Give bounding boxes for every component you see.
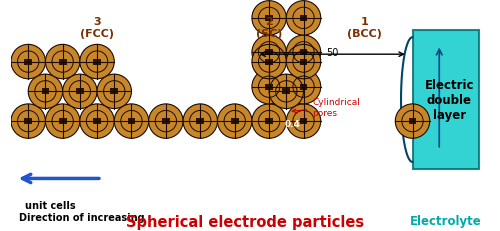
- Bar: [265, 59, 273, 65]
- Circle shape: [252, 45, 286, 79]
- Circle shape: [286, 70, 320, 104]
- Circle shape: [80, 45, 114, 79]
- Circle shape: [11, 45, 46, 79]
- Circle shape: [286, 36, 320, 70]
- Bar: [300, 50, 308, 56]
- Bar: [300, 59, 308, 65]
- Bar: [24, 119, 32, 125]
- Text: Direction of increasing: Direction of increasing: [18, 212, 144, 222]
- Bar: [59, 59, 66, 65]
- Bar: [59, 119, 66, 125]
- Bar: [265, 16, 273, 22]
- Circle shape: [218, 104, 252, 139]
- Circle shape: [97, 75, 132, 109]
- Bar: [300, 119, 308, 125]
- Circle shape: [396, 104, 430, 139]
- Circle shape: [269, 75, 304, 109]
- Bar: [162, 119, 170, 125]
- Circle shape: [46, 45, 80, 79]
- Circle shape: [286, 2, 320, 36]
- Bar: [231, 119, 238, 125]
- Text: 50: 50: [326, 47, 338, 57]
- Bar: [300, 16, 308, 22]
- Circle shape: [148, 104, 183, 139]
- Bar: [76, 89, 84, 95]
- Circle shape: [46, 104, 80, 139]
- Circle shape: [252, 2, 286, 36]
- Circle shape: [252, 36, 286, 70]
- Circle shape: [28, 75, 62, 109]
- Circle shape: [62, 75, 97, 109]
- Bar: [42, 89, 50, 95]
- Bar: [412, 31, 480, 169]
- Text: 3
(FCC): 3 (FCC): [80, 17, 114, 38]
- Bar: [93, 119, 101, 125]
- Bar: [93, 59, 101, 65]
- Bar: [265, 119, 273, 125]
- Bar: [282, 89, 290, 95]
- Text: 1
(BCC): 1 (BCC): [348, 17, 382, 38]
- Bar: [196, 119, 204, 125]
- Bar: [24, 59, 32, 65]
- Circle shape: [80, 104, 114, 139]
- Text: Cylindrical
pores: Cylindrical pores: [292, 98, 360, 117]
- Bar: [128, 119, 136, 125]
- Text: unit cells: unit cells: [26, 201, 76, 210]
- Text: Electrolyte: Electrolyte: [410, 214, 482, 227]
- Circle shape: [114, 104, 148, 139]
- Circle shape: [286, 104, 320, 139]
- Circle shape: [11, 104, 46, 139]
- Circle shape: [252, 70, 286, 104]
- Text: Spherical electrode particles: Spherical electrode particles: [126, 214, 364, 229]
- Text: Electric
double
layer: Electric double layer: [424, 79, 474, 122]
- Circle shape: [183, 104, 218, 139]
- Circle shape: [286, 45, 320, 79]
- Bar: [110, 89, 118, 95]
- Circle shape: [252, 104, 286, 139]
- Bar: [265, 84, 273, 90]
- Text: 2
(SC): 2 (SC): [256, 17, 282, 38]
- Bar: [408, 119, 416, 125]
- Bar: [265, 50, 273, 56]
- Bar: [300, 84, 308, 90]
- Text: 0.4: 0.4: [284, 119, 300, 128]
